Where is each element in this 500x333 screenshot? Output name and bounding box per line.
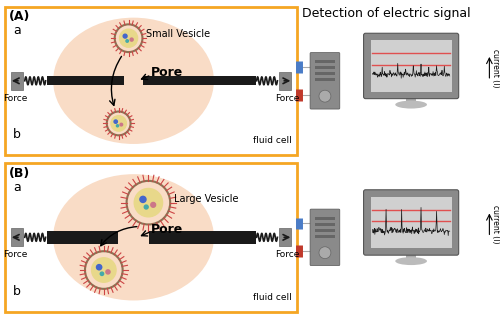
- Circle shape: [120, 123, 122, 126]
- Bar: [144, 76, 256, 85]
- Ellipse shape: [53, 18, 214, 144]
- Text: Detection of electric signal: Detection of electric signal: [302, 7, 470, 20]
- Bar: [315, 229, 335, 232]
- Bar: [406, 97, 416, 105]
- Bar: [46, 231, 118, 244]
- Circle shape: [120, 29, 138, 47]
- Text: Force: Force: [2, 94, 27, 103]
- FancyBboxPatch shape: [310, 53, 340, 109]
- Bar: [406, 253, 416, 261]
- Text: Force: Force: [2, 250, 27, 259]
- Circle shape: [96, 264, 102, 270]
- Circle shape: [116, 125, 118, 127]
- Text: (B): (B): [9, 167, 30, 180]
- Bar: [150, 231, 256, 244]
- Bar: [46, 76, 124, 85]
- Circle shape: [123, 34, 127, 38]
- Text: fluid cell: fluid cell: [254, 293, 292, 302]
- FancyBboxPatch shape: [364, 190, 458, 255]
- Circle shape: [140, 196, 146, 202]
- Text: b: b: [13, 128, 21, 141]
- Circle shape: [319, 90, 331, 102]
- Circle shape: [151, 202, 156, 207]
- Circle shape: [111, 116, 126, 131]
- Bar: [280, 228, 291, 246]
- Text: Pore: Pore: [152, 223, 184, 236]
- Bar: [315, 61, 335, 64]
- FancyBboxPatch shape: [364, 33, 458, 99]
- Text: (A): (A): [9, 10, 30, 23]
- Bar: [315, 78, 335, 81]
- Bar: [315, 217, 335, 220]
- FancyBboxPatch shape: [5, 163, 297, 312]
- Bar: [11, 72, 23, 90]
- Text: b: b: [13, 285, 21, 298]
- Circle shape: [134, 188, 162, 217]
- Bar: [315, 67, 335, 69]
- Text: Large Vesicle: Large Vesicle: [174, 194, 238, 204]
- Circle shape: [144, 205, 148, 209]
- FancyBboxPatch shape: [310, 209, 340, 265]
- Circle shape: [100, 272, 103, 275]
- Text: Force: Force: [275, 94, 299, 103]
- Bar: [370, 197, 452, 248]
- Circle shape: [126, 40, 128, 42]
- Text: a: a: [13, 24, 20, 37]
- Bar: [315, 235, 335, 238]
- Bar: [315, 72, 335, 75]
- Circle shape: [319, 247, 331, 259]
- FancyBboxPatch shape: [5, 7, 297, 155]
- Ellipse shape: [53, 174, 214, 300]
- Bar: [11, 228, 23, 246]
- Text: Force: Force: [275, 250, 299, 259]
- Circle shape: [92, 258, 116, 282]
- Text: Small Vesicle: Small Vesicle: [146, 29, 210, 39]
- Text: fluid cell: fluid cell: [254, 136, 292, 145]
- Text: a: a: [13, 181, 20, 194]
- Bar: [370, 40, 452, 92]
- Circle shape: [106, 270, 110, 274]
- Text: current (I): current (I): [492, 205, 500, 244]
- Ellipse shape: [396, 257, 427, 265]
- Bar: [280, 72, 291, 90]
- Bar: [315, 223, 335, 226]
- Text: Pore: Pore: [152, 66, 184, 79]
- Text: current (I): current (I): [492, 49, 500, 87]
- Circle shape: [130, 38, 133, 41]
- Circle shape: [114, 120, 117, 123]
- Ellipse shape: [396, 101, 427, 109]
